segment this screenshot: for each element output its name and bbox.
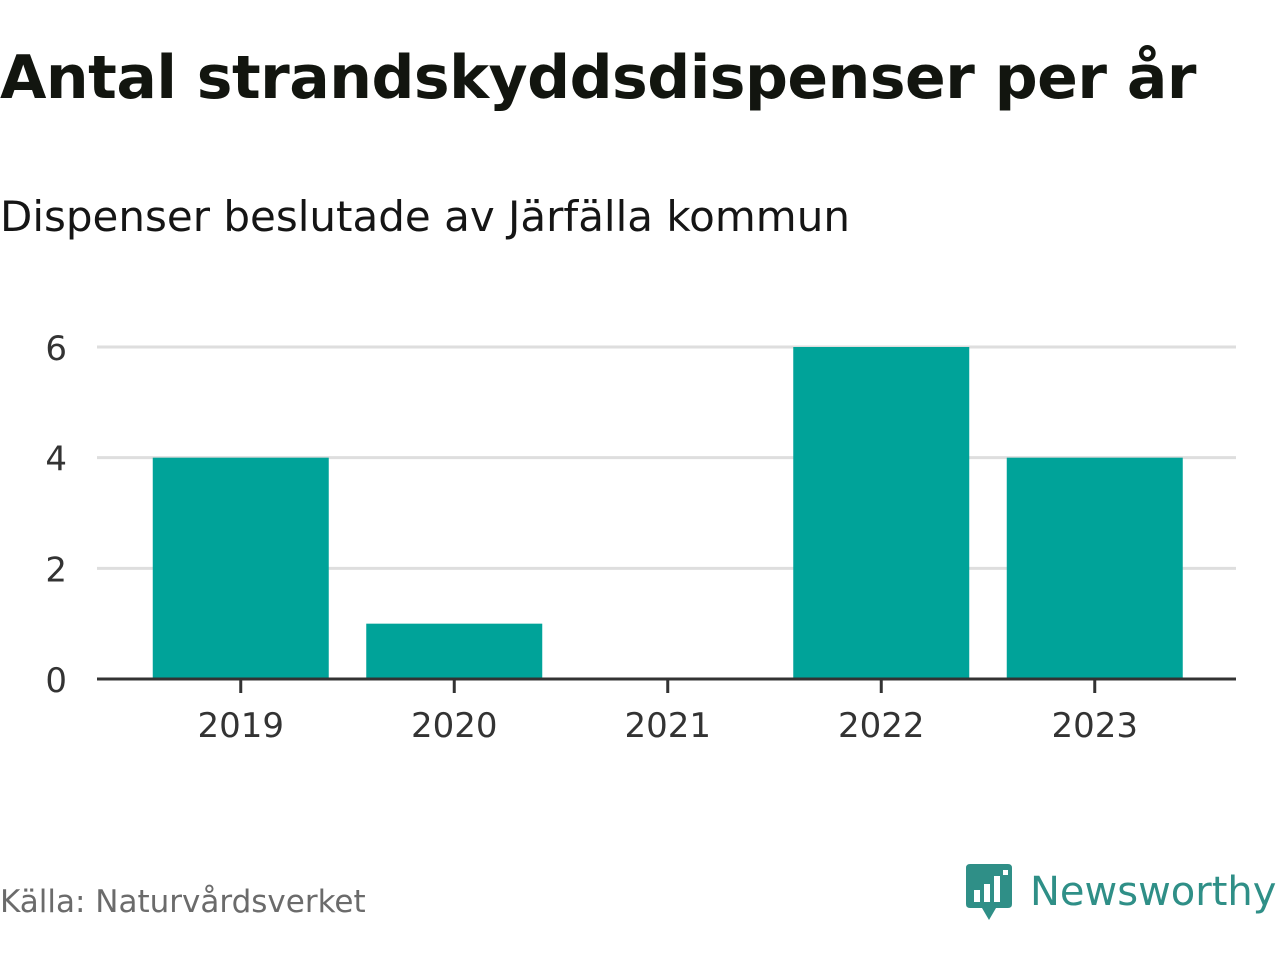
x-tick-label: 2023 [1051,706,1138,746]
bar-2020[interactable] [366,623,543,679]
x-tick-label: 2022 [838,706,925,746]
x-tick-label: 2021 [624,706,711,746]
brand-name: Newsworthy [1030,869,1277,915]
y-tick-label: 2 [45,550,67,590]
x-tick-label: 2019 [197,706,284,746]
newsworthy-logo-icon [966,864,1012,920]
y-tick-label: 0 [45,661,67,701]
bar-2022[interactable] [793,347,970,679]
bar-2019[interactable] [152,457,329,679]
source-note: Källa: Naturvårdsverket [0,884,366,920]
x-axis [97,677,1236,693]
x-tick-label: 2020 [411,706,498,746]
y-tick-label: 4 [45,440,67,480]
bar-2023[interactable] [1006,457,1183,679]
chart-subtitle: Dispenser beslutade av Järfälla kommun [0,192,850,241]
y-tick-label: 6 [45,329,67,369]
tick-labels: 0 2 4 6 2019 2020 2021 2022 2023 [45,329,1138,746]
page-title: Antal strandskyddsdispenser per år [0,43,1196,113]
newsworthy-logo[interactable]: Newsworthy [964,862,1276,922]
bars [152,347,1183,679]
